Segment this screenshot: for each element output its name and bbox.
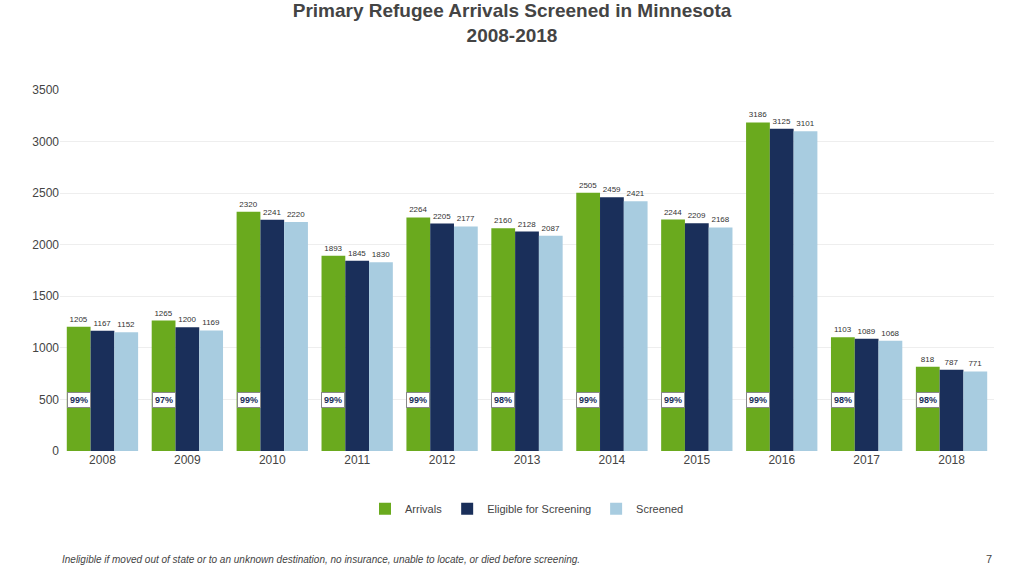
svg-text:97%: 97% <box>155 395 173 405</box>
svg-text:2264: 2264 <box>409 205 427 214</box>
svg-text:2012: 2012 <box>429 453 456 467</box>
svg-text:2009: 2009 <box>174 453 201 467</box>
svg-text:2220: 2220 <box>287 210 305 219</box>
svg-text:2244: 2244 <box>664 208 682 217</box>
svg-text:2500: 2500 <box>32 186 59 200</box>
svg-text:2010: 2010 <box>259 453 286 467</box>
svg-text:2505: 2505 <box>579 181 597 190</box>
svg-text:Primary Refugee Arrivals Scree: Primary Refugee Arrivals Screened in Min… <box>293 0 732 46</box>
svg-text:1089: 1089 <box>857 327 875 336</box>
svg-text:1830: 1830 <box>372 250 390 259</box>
svg-text:2459: 2459 <box>603 185 621 194</box>
svg-text:2128: 2128 <box>518 220 536 229</box>
svg-text:3500: 3500 <box>32 83 59 97</box>
svg-text:500: 500 <box>39 393 59 407</box>
svg-text:0: 0 <box>52 444 59 458</box>
svg-text:2018: 2018 <box>938 453 965 467</box>
svg-text:99%: 99% <box>409 395 427 405</box>
svg-text:2421: 2421 <box>627 189 645 198</box>
svg-text:2015: 2015 <box>683 453 710 467</box>
svg-text:2087: 2087 <box>542 224 560 233</box>
svg-text:2013: 2013 <box>514 453 541 467</box>
svg-text:3125: 3125 <box>773 117 791 126</box>
svg-text:Arrivals: Arrivals <box>405 503 442 515</box>
svg-text:Eligible for Screening: Eligible for Screening <box>487 503 591 515</box>
svg-text:1103: 1103 <box>834 325 852 334</box>
svg-text:99%: 99% <box>240 395 258 405</box>
svg-text:98%: 98% <box>834 395 852 405</box>
svg-text:3186: 3186 <box>749 110 767 119</box>
svg-text:2008: 2008 <box>89 453 116 467</box>
svg-text:1500: 1500 <box>32 289 59 303</box>
svg-text:99%: 99% <box>749 395 767 405</box>
svg-text:2168: 2168 <box>711 215 729 224</box>
svg-text:1068: 1068 <box>881 329 899 338</box>
svg-text:2320: 2320 <box>239 200 257 209</box>
svg-text:Screened: Screened <box>636 503 683 515</box>
svg-text:2160: 2160 <box>494 216 512 225</box>
svg-text:2209: 2209 <box>688 211 706 220</box>
svg-text:99%: 99% <box>324 395 342 405</box>
svg-text:1893: 1893 <box>324 244 342 253</box>
svg-text:1200: 1200 <box>178 315 196 324</box>
svg-text:Ineligible if moved out of sta: Ineligible if moved out of state or to a… <box>62 554 580 565</box>
svg-text:99%: 99% <box>579 395 597 405</box>
svg-text:3000: 3000 <box>32 135 59 149</box>
svg-text:1169: 1169 <box>202 318 220 327</box>
svg-text:2017: 2017 <box>853 453 880 467</box>
svg-text:1265: 1265 <box>154 309 172 318</box>
svg-text:818: 818 <box>921 355 935 364</box>
svg-text:2011: 2011 <box>344 453 370 467</box>
svg-text:787: 787 <box>945 358 959 367</box>
svg-text:1205: 1205 <box>70 315 88 324</box>
svg-text:2016: 2016 <box>768 453 795 467</box>
svg-text:99%: 99% <box>70 395 88 405</box>
svg-text:2241: 2241 <box>263 208 281 217</box>
svg-text:1845: 1845 <box>348 249 366 258</box>
svg-text:1000: 1000 <box>32 341 59 355</box>
svg-text:2014: 2014 <box>599 453 626 467</box>
svg-text:1167: 1167 <box>94 319 112 328</box>
svg-text:7: 7 <box>986 553 992 565</box>
svg-text:771: 771 <box>968 359 982 368</box>
svg-text:1152: 1152 <box>117 320 135 329</box>
svg-text:2000: 2000 <box>32 238 59 252</box>
svg-text:98%: 98% <box>919 395 937 405</box>
svg-text:98%: 98% <box>494 395 512 405</box>
svg-text:99%: 99% <box>664 395 682 405</box>
svg-text:3101: 3101 <box>796 119 814 128</box>
svg-text:2205: 2205 <box>433 212 451 221</box>
svg-text:2177: 2177 <box>457 214 475 223</box>
